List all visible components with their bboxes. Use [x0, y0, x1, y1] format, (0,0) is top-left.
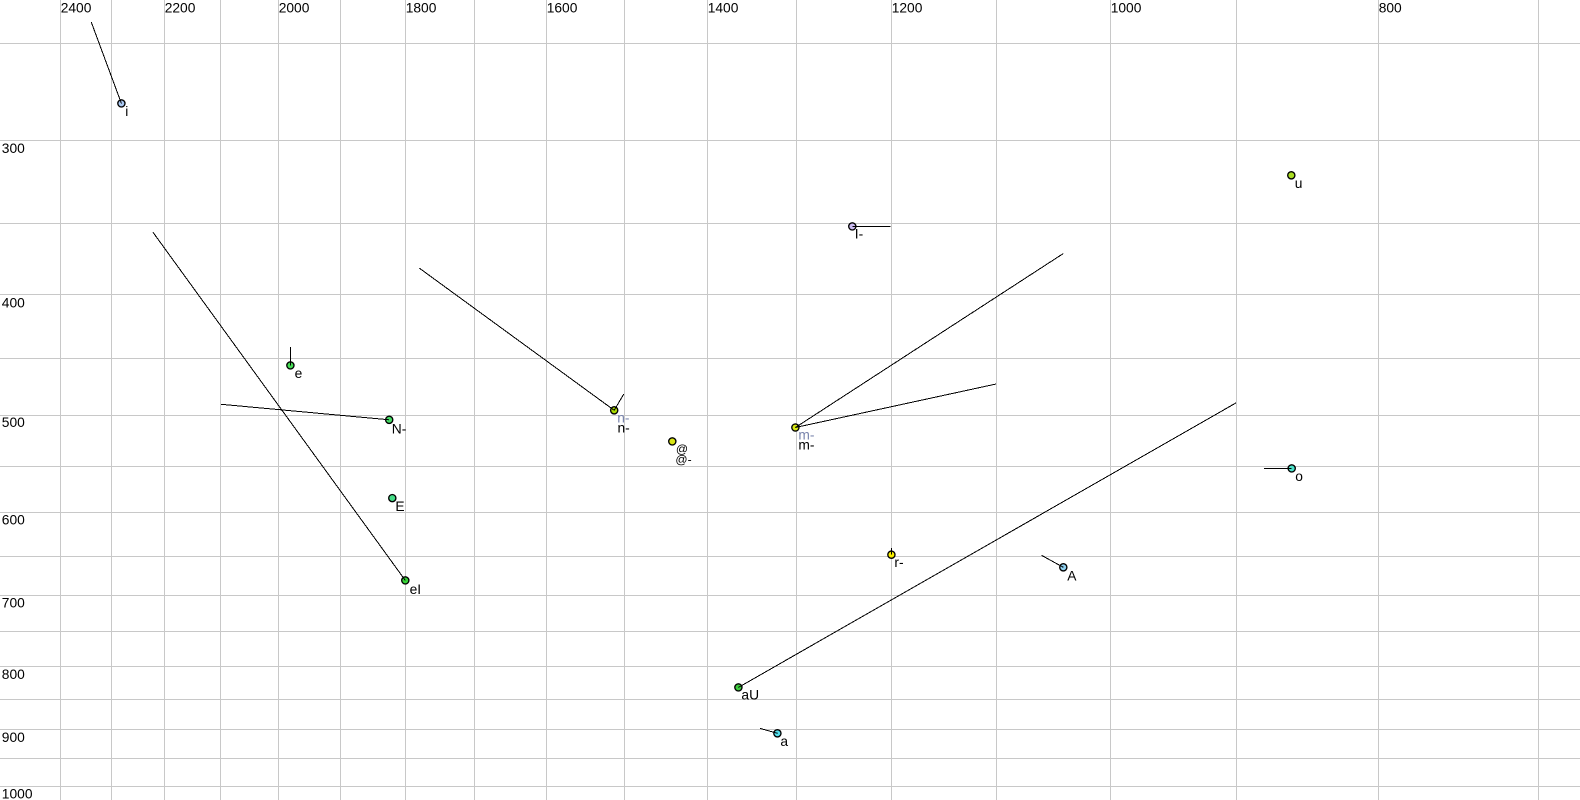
svg-text:o: o: [1295, 469, 1303, 484]
svg-text:m-: m-: [798, 437, 814, 452]
svg-text:600: 600: [2, 513, 25, 528]
svg-text:400: 400: [2, 295, 25, 310]
svg-text:u: u: [1295, 176, 1303, 191]
svg-text:2200: 2200: [165, 1, 196, 16]
svg-text:@: @: [676, 442, 688, 456]
svg-text:n-: n-: [618, 421, 630, 436]
svg-text:800: 800: [2, 667, 25, 682]
svg-text:500: 500: [2, 415, 25, 430]
svg-text:e: e: [295, 366, 303, 381]
svg-text:1200: 1200: [892, 1, 923, 16]
svg-text:A: A: [1067, 569, 1077, 584]
svg-text:1800: 1800: [406, 1, 437, 16]
svg-text:N-: N-: [392, 422, 407, 437]
svg-text:2400: 2400: [61, 1, 92, 16]
svg-text:1600: 1600: [547, 1, 578, 16]
svg-text:700: 700: [2, 595, 25, 610]
svg-text:eI: eI: [410, 582, 422, 597]
svg-text:n-: n-: [617, 411, 629, 426]
svg-text:1000: 1000: [1111, 1, 1142, 16]
svg-text:2000: 2000: [279, 1, 310, 16]
svg-text:E: E: [395, 499, 404, 514]
svg-text:1000: 1000: [2, 787, 33, 800]
svg-text:m-: m-: [798, 427, 814, 442]
svg-text:aU: aU: [741, 687, 759, 702]
svg-text:a: a: [780, 734, 788, 749]
svg-text:800: 800: [1379, 1, 1402, 16]
svg-text:i: i: [125, 104, 128, 119]
svg-text:I-: I-: [855, 226, 863, 241]
svg-text:1400: 1400: [708, 1, 739, 16]
svg-text:@-: @-: [675, 453, 691, 467]
svg-text:300: 300: [2, 141, 25, 156]
svg-text:900: 900: [2, 730, 25, 745]
svg-text:r-: r-: [894, 555, 903, 570]
